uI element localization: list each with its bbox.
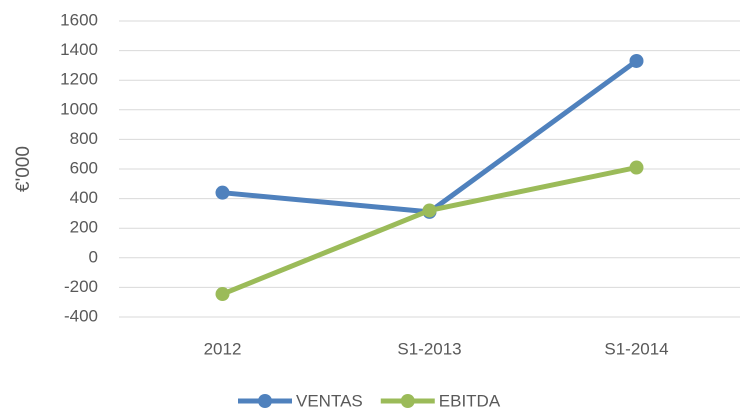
- y-tick-label: 1200: [60, 70, 98, 89]
- series-line: [222, 58, 638, 215]
- legend-label: EBITDA: [439, 391, 501, 410]
- point: [422, 203, 437, 218]
- x-tick-label: 2012: [204, 339, 242, 358]
- y-tick-label: -400: [64, 306, 98, 325]
- legend-marker: [258, 394, 272, 408]
- y-tick-label: 0: [89, 247, 98, 266]
- legend-label: VENTAS: [296, 391, 363, 410]
- y-tick-label: 800: [70, 129, 98, 148]
- y-axis-label: €'000: [13, 146, 34, 192]
- y-tick-label: 400: [70, 188, 98, 207]
- point: [629, 160, 644, 175]
- x-tick-label: S1-2014: [604, 339, 668, 358]
- y-tick-label: -200: [64, 277, 98, 296]
- y-tick-label: 200: [70, 218, 98, 237]
- point: [215, 287, 230, 302]
- y-tick-label: 1400: [60, 40, 98, 59]
- point: [629, 53, 644, 68]
- series-line: [221, 165, 638, 297]
- y-tick-label: 600: [70, 158, 98, 177]
- legend-marker: [400, 394, 415, 408]
- point: [215, 185, 230, 200]
- x-tick-label: S1-2013: [397, 339, 461, 358]
- y-tick-label: 1600: [60, 10, 98, 29]
- y-tick-label: 1000: [60, 99, 98, 118]
